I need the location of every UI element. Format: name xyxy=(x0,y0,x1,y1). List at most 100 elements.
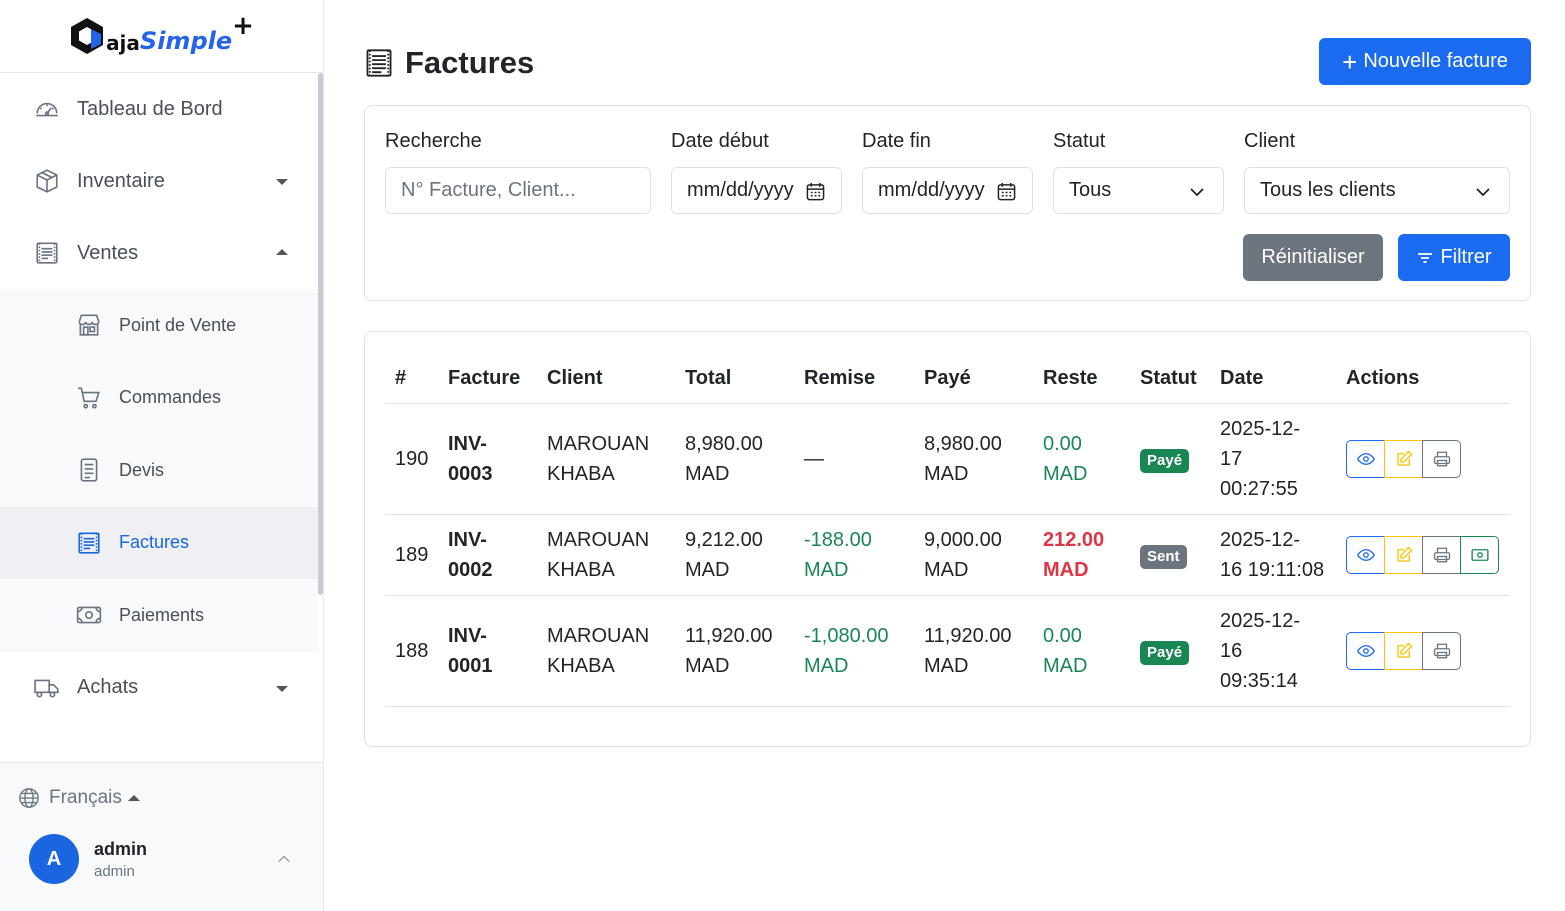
table-row: 188 INV- 0001 MAROUAN KHABA 11,920.00 MAD -… xyxy=(385,595,1510,707)
date-end-input[interactable]: mm/dd/yyyy xyxy=(862,167,1033,214)
cell-status: Sent xyxy=(1130,514,1210,596)
cell-line: 17 xyxy=(1220,447,1243,470)
add-payment-button[interactable] xyxy=(1460,535,1499,574)
print-button[interactable] xyxy=(1422,439,1461,478)
sidebar-item-label: Point de Vente xyxy=(119,314,237,335)
truck-icon xyxy=(34,679,59,697)
cell-line: MAD xyxy=(685,462,730,485)
sidebar-item-payments[interactable]: Paiements xyxy=(0,579,318,652)
client-group: Client Tous les clients xyxy=(1244,130,1510,214)
column-header: Date xyxy=(1210,355,1336,404)
status-badge: Payé xyxy=(1140,448,1190,473)
cell-line: 0.00 xyxy=(1043,432,1082,455)
sidebar-item-sales[interactable]: Ventes xyxy=(0,217,318,289)
brand[interactable]: aja Simple + xyxy=(0,0,323,73)
column-header: Client xyxy=(537,355,675,404)
cell-client: MAROUAN KHABA xyxy=(537,514,675,596)
cash-icon xyxy=(1470,548,1489,561)
cell-line: 11,920.00 xyxy=(685,624,773,647)
client-select-value: Tous les clients xyxy=(1260,179,1396,201)
column-header: Payé xyxy=(914,355,1033,404)
date-start-value: mm/dd/yyyy xyxy=(687,179,794,201)
date-end-label: Date fin xyxy=(862,130,931,152)
view-button[interactable] xyxy=(1346,439,1385,478)
printer-icon xyxy=(1433,643,1450,658)
filters-panel: Recherche N° Facture, Client... Date déb… xyxy=(364,105,1531,301)
status-label: Statut xyxy=(1053,130,1106,152)
status-group: Statut Tous xyxy=(1053,130,1224,214)
cell-actions xyxy=(1336,595,1510,707)
cart-icon xyxy=(78,387,100,409)
reset-button[interactable]: Réinitialiser xyxy=(1243,234,1383,281)
sidebar-item-inventory[interactable]: Inventaire xyxy=(0,145,318,217)
sidebar-item-invoices[interactable]: Factures xyxy=(0,506,318,579)
cell-line: MAD xyxy=(924,558,969,581)
date-end-value: mm/dd/yyyy xyxy=(878,179,985,201)
edit-button[interactable] xyxy=(1384,535,1423,574)
cell-line: KHABA xyxy=(547,462,615,485)
search-label: Recherche xyxy=(385,130,482,152)
cell-invoice[interactable]: INV- 0001 xyxy=(438,595,537,707)
sidebar-item-quotes[interactable]: Devis xyxy=(0,434,318,507)
user-info: admin admin xyxy=(94,839,147,880)
cell-line: MAROUAN xyxy=(547,528,650,551)
new-invoice-button[interactable]: + Nouvelle facture xyxy=(1319,38,1531,85)
cell-line: 9,212.00 xyxy=(685,528,763,551)
box-icon xyxy=(36,169,58,193)
view-button[interactable] xyxy=(1346,631,1385,670)
cell-remaining: 212.00 MAD xyxy=(1033,514,1130,596)
page-title: Factures xyxy=(365,45,534,81)
eye-icon xyxy=(1356,548,1375,561)
column-header: Facture xyxy=(438,355,537,404)
cube-logo-icon xyxy=(71,18,104,54)
search-group: Recherche N° Facture, Client... xyxy=(385,130,651,214)
receipt-icon xyxy=(366,49,392,77)
chevron-up-icon[interactable] xyxy=(277,852,291,866)
sidebar-item-pos[interactable]: Point de Vente xyxy=(0,289,318,362)
view-button[interactable] xyxy=(1346,535,1385,574)
cell-paid: 8,980.00 MAD xyxy=(914,403,1033,515)
cell-line: 212.00 xyxy=(1043,528,1105,551)
brand-logo: aja Simple + xyxy=(69,11,254,55)
user-profile[interactable]: A admin admin xyxy=(29,834,147,884)
calendar-icon[interactable] xyxy=(806,182,825,201)
cell-line: INV- xyxy=(448,624,487,647)
print-button[interactable] xyxy=(1422,631,1461,670)
date-start-label: Date début xyxy=(671,130,769,152)
cell-status: Payé xyxy=(1130,403,1210,515)
page-title-text: Factures xyxy=(405,45,535,80)
language-selector[interactable]: Français xyxy=(18,787,140,809)
sidebar-footer: Français A admin admin xyxy=(0,762,323,911)
status-badge: Payé xyxy=(1140,640,1190,665)
status-select[interactable]: Tous xyxy=(1053,167,1224,214)
print-button[interactable] xyxy=(1422,535,1461,574)
caret-up-icon xyxy=(127,795,140,801)
calendar-icon[interactable] xyxy=(997,182,1016,201)
sidebar-item-purchases[interactable]: Achats xyxy=(0,652,318,724)
date-start-input[interactable]: mm/dd/yyyy xyxy=(671,167,842,214)
cell-line: MAD xyxy=(685,558,730,581)
sidebar-item-dashboard[interactable]: Tableau de Bord xyxy=(0,73,318,145)
cell-date: 2025-12- 16 09:35:14 xyxy=(1210,595,1336,707)
sidebar-item-orders[interactable]: Commandes xyxy=(0,362,318,435)
sidebar-item-label: Paiements xyxy=(119,604,205,625)
edit-button[interactable] xyxy=(1384,439,1423,478)
client-select[interactable]: Tous les clients xyxy=(1244,167,1510,214)
cell-line: MAD xyxy=(1043,462,1088,485)
sidebar-scrollbar[interactable] xyxy=(318,73,323,595)
cell-line: MAD xyxy=(685,654,730,677)
caret-down-icon xyxy=(276,685,288,692)
cell-discount: — xyxy=(794,403,914,515)
cell-invoice[interactable]: INV- 0002 xyxy=(438,514,537,596)
cell-invoice[interactable]: INV- 0003 xyxy=(438,403,537,515)
filter-button[interactable]: Filtrer xyxy=(1398,234,1510,281)
invoices-table-card: # Facture Client Total Remise Payé Reste… xyxy=(364,331,1531,747)
new-invoice-label: Nouvelle facture xyxy=(1363,50,1508,72)
edit-button[interactable] xyxy=(1384,631,1423,670)
cell-line: 8,980.00 xyxy=(685,432,763,455)
receipt-icon xyxy=(78,532,100,554)
cell-id: 190 xyxy=(385,403,438,515)
cell-discount: -188.00 MAD xyxy=(794,514,914,596)
search-input[interactable]: N° Facture, Client... xyxy=(385,167,651,214)
cell-total: 11,920.00 MAD xyxy=(675,595,794,707)
